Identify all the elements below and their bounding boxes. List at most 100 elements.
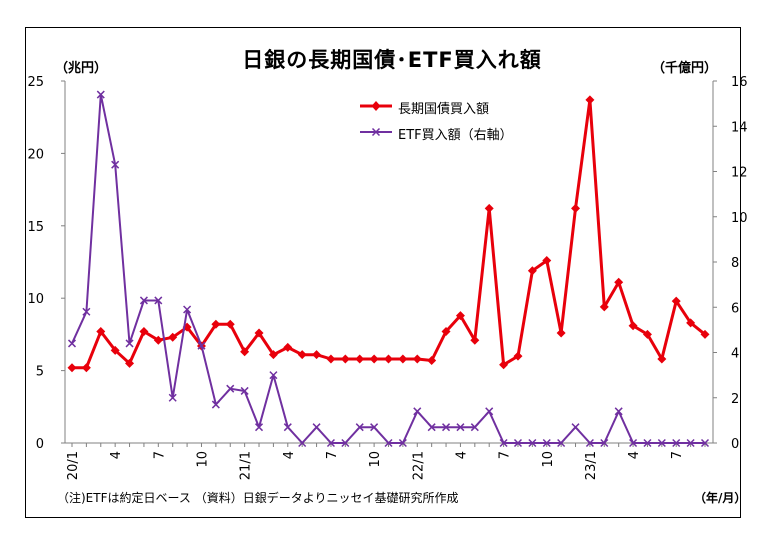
data-point-etf xyxy=(542,438,551,448)
y-right-tick-label: 8 xyxy=(731,256,739,271)
y-left-tick-label: 5 xyxy=(36,365,44,380)
data-point-etf xyxy=(614,407,623,416)
data-point-etf xyxy=(413,407,422,416)
data-point-jgb xyxy=(369,354,379,364)
data-point-jgb xyxy=(686,318,696,328)
data-point-jgb xyxy=(240,347,250,357)
data-point-etf xyxy=(442,423,451,432)
y-right-tick-label: 10 xyxy=(731,211,748,226)
y-right-tick-label: 6 xyxy=(731,301,739,316)
x-tick-label: 4 xyxy=(627,451,642,459)
data-point-jgb xyxy=(542,256,552,266)
x-tick-label: 7 xyxy=(325,451,340,459)
data-point-jgb xyxy=(499,360,509,370)
data-point-jgb xyxy=(211,319,221,329)
data-point-jgb xyxy=(455,311,465,321)
data-point-jgb xyxy=(398,354,408,364)
data-point-etf xyxy=(298,438,307,448)
data-point-etf xyxy=(125,339,134,348)
data-point-jgb xyxy=(139,327,149,337)
x-tick-label: 7 xyxy=(152,451,167,459)
data-point-etf xyxy=(700,438,710,448)
y-left-tick-label: 10 xyxy=(27,292,44,307)
data-point-jgb xyxy=(125,358,135,368)
y-right-tick-label: 14 xyxy=(731,120,748,135)
data-point-jgb xyxy=(312,350,322,360)
y-left-tick-label: 15 xyxy=(27,220,44,235)
data-point-etf xyxy=(370,423,379,432)
data-point-etf xyxy=(269,371,278,380)
y-right-tick-label: 2 xyxy=(731,392,739,407)
chart-title: 日銀の長期国債･ETF買入れ額 xyxy=(242,48,542,72)
x-tick-label: 4 xyxy=(454,451,469,459)
data-point-etf xyxy=(672,438,681,448)
y-left-tick-label: 25 xyxy=(27,75,44,90)
data-point-etf xyxy=(283,423,292,432)
data-point-jgb xyxy=(484,203,494,213)
data-point-etf xyxy=(111,160,120,169)
legend-label-etf: ETF買入額（右軸） xyxy=(398,128,513,143)
x-tick-label: 10 xyxy=(195,451,210,468)
data-point-etf xyxy=(398,438,407,448)
data-point-etf xyxy=(528,438,537,448)
data-point-etf xyxy=(557,438,566,448)
data-point-etf xyxy=(312,423,321,432)
data-point-jgb xyxy=(527,266,537,276)
data-point-jgb xyxy=(268,350,278,360)
x-axis-unit-label: （年/月） xyxy=(694,491,747,505)
x-tick-label: 22/1 xyxy=(411,451,426,480)
x-tick-label: 7 xyxy=(670,451,685,459)
data-point-etf xyxy=(657,438,666,448)
data-point-etf xyxy=(183,305,192,314)
x-tick-label: 4 xyxy=(282,451,297,459)
data-point-jgb xyxy=(657,354,667,364)
y-axis-right-label: （千億円） xyxy=(652,61,718,76)
data-point-jgb xyxy=(110,345,120,355)
data-point-jgb xyxy=(67,363,77,373)
data-point-jgb xyxy=(168,332,178,342)
data-point-jgb xyxy=(671,296,681,306)
data-point-etf xyxy=(341,438,350,448)
data-point-etf xyxy=(585,438,594,448)
y-left-tick-label: 20 xyxy=(27,147,44,162)
x-tick-label: 10 xyxy=(368,451,383,468)
data-point-etf xyxy=(456,423,465,432)
data-point-etf xyxy=(571,423,580,432)
data-point-jgb xyxy=(441,327,451,337)
x-tick-label: 23/1 xyxy=(584,451,599,480)
data-point-etf xyxy=(485,407,494,416)
data-point-etf xyxy=(168,393,177,402)
data-point-etf xyxy=(139,296,148,305)
data-point-jgb xyxy=(470,335,480,345)
y-axis-left-label: （兆円） xyxy=(55,61,108,76)
source-note: （注)ETFは約定日ベース （資料）日銀データよりニッセイ基礎研究所作成 xyxy=(57,491,459,505)
data-point-etf xyxy=(499,438,508,448)
x-tick-label: 4 xyxy=(109,451,124,459)
data-point-jgb xyxy=(225,319,235,329)
data-point-etf xyxy=(254,423,264,432)
data-point-etf xyxy=(600,438,609,448)
data-point-etf xyxy=(154,296,163,305)
y-right-tick-label: 12 xyxy=(731,166,748,181)
x-tick-label: 20/1 xyxy=(66,451,81,480)
data-point-etf xyxy=(326,438,335,448)
data-point-etf xyxy=(427,423,436,432)
data-point-jgb xyxy=(254,328,264,338)
data-point-etf xyxy=(197,341,206,350)
data-point-jgb xyxy=(412,354,422,364)
data-point-jgb xyxy=(384,354,393,364)
data-point-etf xyxy=(384,438,393,448)
data-point-etf xyxy=(211,400,220,409)
y-right-tick-label: 16 xyxy=(731,75,748,90)
data-point-jgb xyxy=(81,363,91,373)
data-point-etf xyxy=(629,438,638,448)
data-point-jgb xyxy=(585,95,595,105)
data-point-jgb xyxy=(513,351,523,361)
data-point-jgb xyxy=(700,329,710,339)
data-point-etf xyxy=(96,90,105,99)
data-point-jgb xyxy=(326,354,336,364)
data-point-jgb xyxy=(642,329,652,339)
data-point-jgb xyxy=(283,342,293,352)
legend-swatch-etf xyxy=(360,127,392,137)
data-point-etf xyxy=(643,438,652,448)
